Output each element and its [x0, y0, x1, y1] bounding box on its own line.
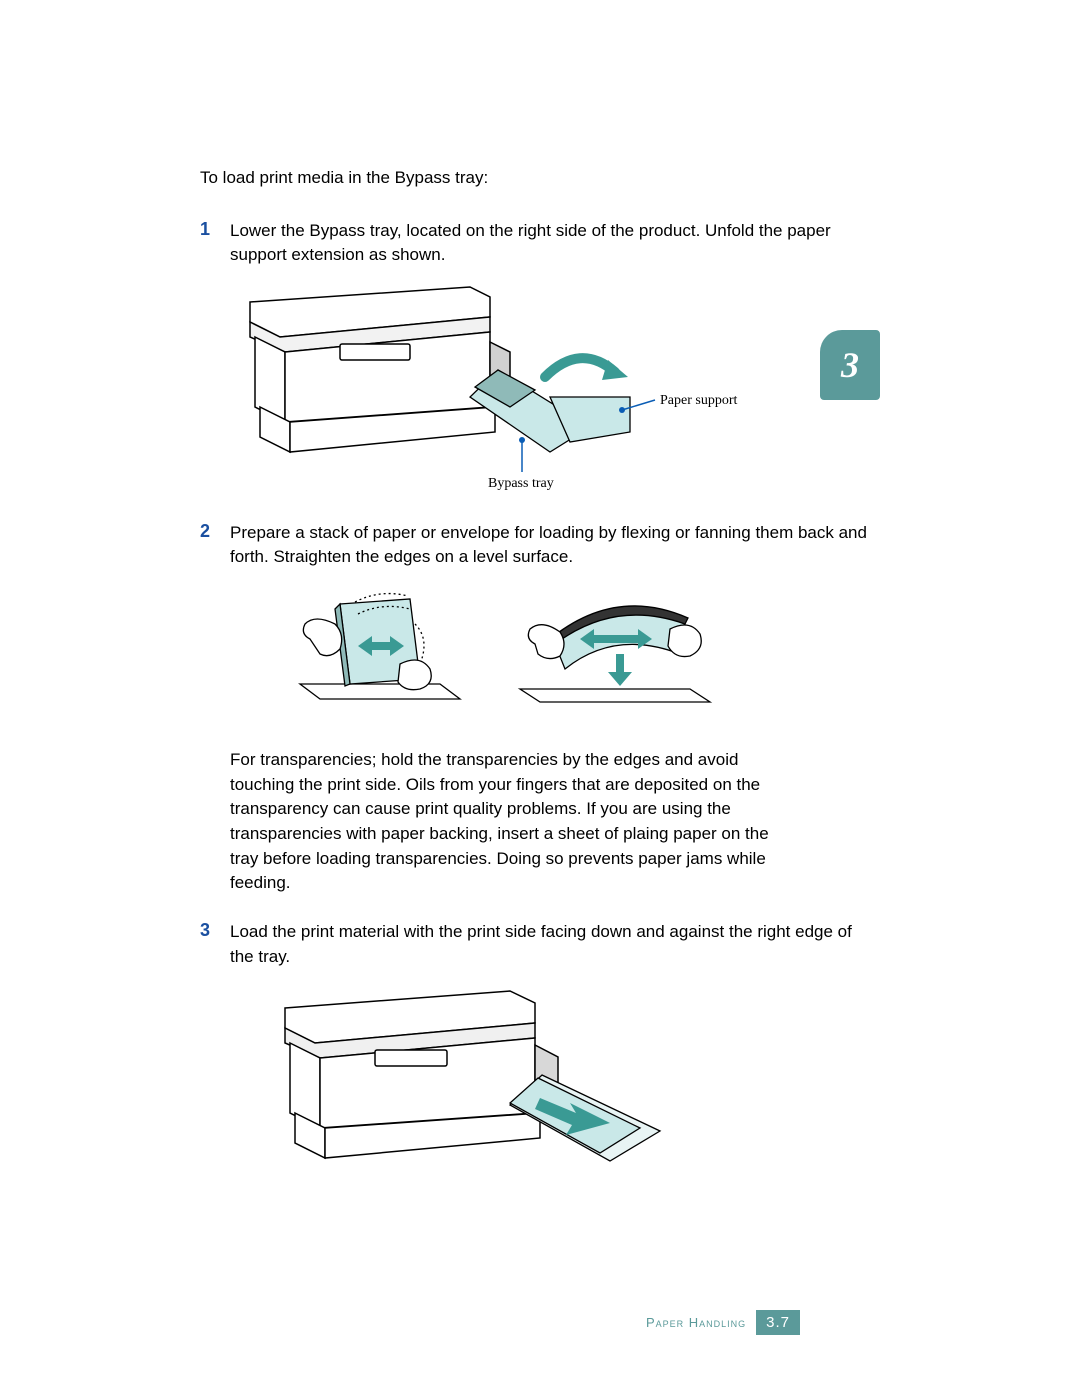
page-footer: Paper Handling 3.7	[646, 1310, 800, 1335]
load-paper-illustration	[260, 983, 690, 1193]
figure-printer-bypass: Paper support Bypass tray	[230, 282, 880, 497]
figure-load-paper	[260, 983, 880, 1193]
step-1-number: 1	[200, 219, 230, 240]
intro-text: To load print media in the Bypass tray:	[200, 165, 880, 191]
step-1-text: Lower the Bypass tray, located on the ri…	[230, 219, 880, 268]
step-3-number: 3	[200, 920, 230, 941]
flex-fan-illustration	[280, 584, 740, 724]
label-paper-support: Paper support	[660, 393, 737, 408]
printer-bypass-illustration: Paper support Bypass tray	[230, 282, 750, 497]
step-3-text: Load the print material with the print s…	[230, 920, 880, 969]
step-2-number: 2	[200, 521, 230, 542]
footer-page: 3.7	[756, 1310, 800, 1335]
footer-section: Paper Handling	[646, 1315, 746, 1330]
chapter-number: 3	[841, 344, 859, 386]
label-bypass-tray: Bypass tray	[488, 476, 554, 491]
step-2-text: Prepare a stack of paper or envelope for…	[230, 521, 880, 570]
transparency-note: For transparencies; hold the transparenc…	[230, 748, 790, 896]
step-3: 3 Load the print material with the print…	[200, 920, 880, 969]
manual-page: To load print media in the Bypass tray: …	[0, 0, 1080, 1397]
chapter-tab: 3	[820, 330, 880, 400]
figure-flex-fan	[280, 584, 880, 724]
step-1: 1 Lower the Bypass tray, located on the …	[200, 219, 880, 268]
step-2: 2 Prepare a stack of paper or envelope f…	[200, 521, 880, 570]
